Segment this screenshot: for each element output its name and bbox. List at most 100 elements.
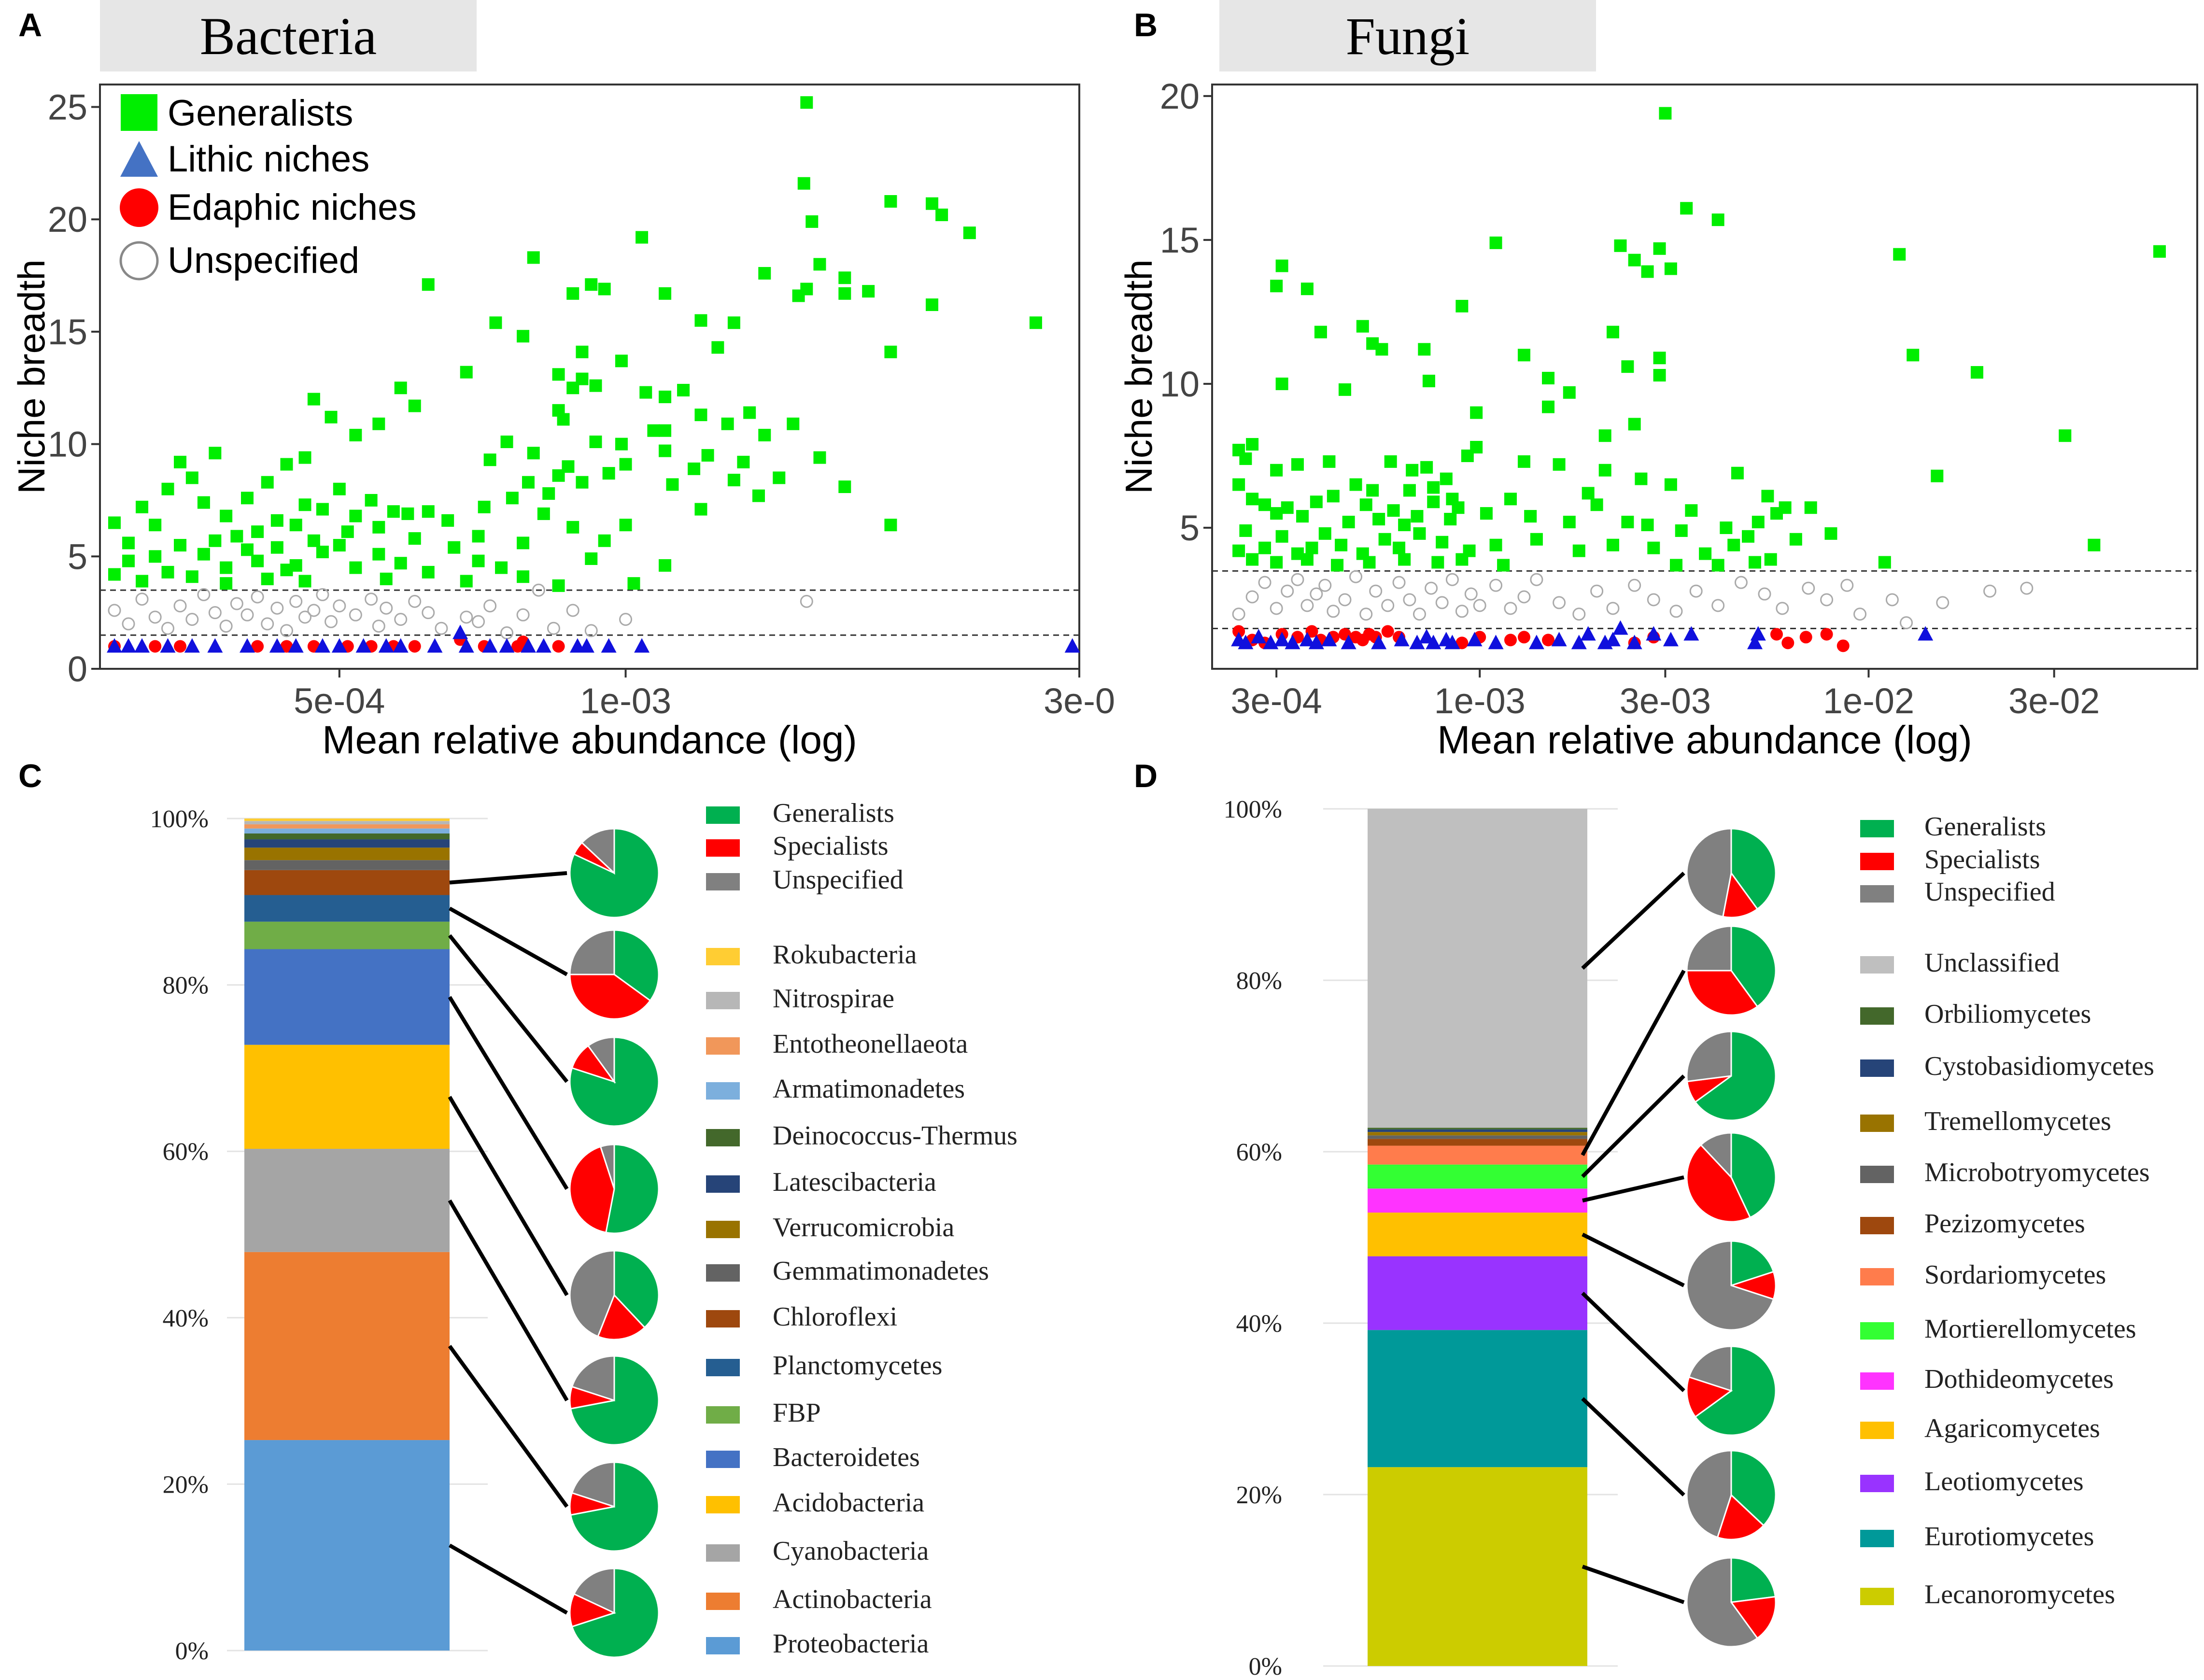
point-generalist bbox=[448, 541, 461, 554]
point-generalist bbox=[1621, 360, 1634, 373]
point-generalist bbox=[935, 208, 948, 221]
point-unspecified bbox=[280, 624, 294, 637]
point-generalist bbox=[1878, 556, 1891, 569]
point-unspecified bbox=[349, 608, 362, 621]
legend-swatch bbox=[706, 806, 740, 824]
point-unspecified bbox=[472, 615, 485, 628]
connector-line bbox=[1581, 1291, 1685, 1392]
y-tick-label: 60% bbox=[163, 1138, 209, 1166]
point-generalist bbox=[797, 177, 810, 190]
point-unspecified bbox=[1900, 616, 1913, 630]
point-unspecified bbox=[500, 626, 514, 640]
point-unspecified bbox=[108, 604, 121, 617]
point-generalist bbox=[527, 447, 540, 460]
point-generalist bbox=[349, 561, 362, 574]
bar-segment-mortierellomycetes bbox=[1368, 1164, 1587, 1189]
point-edaphic bbox=[1799, 631, 1812, 644]
point-edaphic bbox=[1770, 628, 1783, 641]
connector-line bbox=[448, 934, 569, 1083]
point-generalist bbox=[701, 449, 714, 462]
point-unspecified bbox=[325, 615, 338, 628]
point-generalist bbox=[1497, 559, 1510, 572]
y-tick-label: 0 bbox=[68, 649, 87, 689]
legend-label-generalists: Generalists bbox=[168, 93, 353, 134]
point-lithic bbox=[1571, 635, 1587, 649]
legend-label: Sordariomycetes bbox=[1924, 1260, 2106, 1290]
point-generalist bbox=[298, 451, 311, 464]
point-generalist bbox=[1270, 507, 1283, 520]
point-generalist bbox=[325, 410, 338, 424]
point-generalist bbox=[1664, 478, 1677, 491]
point-generalist bbox=[341, 525, 354, 538]
point-generalist bbox=[1411, 510, 1424, 523]
point-edaphic bbox=[174, 640, 187, 653]
panel-label-c: C bbox=[18, 758, 42, 794]
point-generalist bbox=[1258, 498, 1272, 511]
plot-frame-a bbox=[99, 84, 1080, 670]
bar-segment-gemmatimonadetes bbox=[244, 860, 450, 870]
point-generalist bbox=[161, 482, 174, 495]
point-generalist bbox=[422, 505, 435, 518]
point-generalist bbox=[108, 516, 121, 529]
point-generalist bbox=[1606, 538, 1619, 551]
bar-segment-planctomycetes bbox=[244, 895, 450, 922]
point-generalist bbox=[1504, 493, 1517, 506]
legend-swatch bbox=[1860, 1115, 1894, 1132]
point-generalist bbox=[615, 354, 628, 367]
point-generalist bbox=[136, 500, 149, 513]
bar-segment-chloroflexi bbox=[244, 870, 450, 895]
point-lithic bbox=[269, 638, 285, 653]
point-unspecified bbox=[185, 613, 199, 626]
point-generalist bbox=[261, 572, 274, 585]
point-unspecified bbox=[1820, 593, 1834, 607]
point-generalist bbox=[659, 444, 672, 457]
plot-frame-b bbox=[1211, 84, 2198, 670]
legend-label: Verrucomicrobia bbox=[773, 1213, 954, 1242]
bar-segment-eurotiomycetes bbox=[1368, 1330, 1587, 1468]
pie-slice bbox=[1686, 1450, 1732, 1539]
point-generalist bbox=[161, 565, 174, 579]
point-generalist bbox=[408, 532, 421, 545]
point-generalist bbox=[1752, 516, 1765, 529]
point-generalist bbox=[721, 417, 734, 430]
bar-segment-orbiliomycetes bbox=[1368, 1128, 1587, 1129]
point-lithic bbox=[1467, 632, 1483, 647]
legend-swatch bbox=[706, 1082, 740, 1100]
legend-label: Tremellomycetes bbox=[1924, 1106, 2111, 1136]
point-unspecified bbox=[1840, 579, 1854, 592]
point-generalist bbox=[659, 287, 672, 300]
point-generalist bbox=[537, 507, 550, 520]
point-unspecified bbox=[1885, 593, 1899, 607]
pie-slice bbox=[1686, 1240, 1775, 1331]
point-unspecified bbox=[1530, 573, 1543, 586]
point-generalist bbox=[1270, 556, 1283, 569]
point-generalist bbox=[1318, 527, 1331, 540]
point-generalist bbox=[598, 534, 611, 547]
point-lithic bbox=[520, 638, 536, 653]
point-generalist bbox=[1327, 490, 1340, 503]
point-generalist bbox=[694, 409, 707, 422]
point-generalist bbox=[149, 550, 162, 563]
point-unspecified bbox=[394, 613, 408, 626]
point-generalist bbox=[1359, 498, 1372, 511]
point-unspecified bbox=[1553, 596, 1566, 609]
bar-segment-lecanoromycetes bbox=[1368, 1467, 1587, 1666]
point-lithic bbox=[134, 638, 150, 653]
y-tick-label: 20 bbox=[1160, 76, 1200, 116]
point-unspecified bbox=[1300, 599, 1314, 612]
point-generalist bbox=[298, 498, 311, 511]
point-generalist bbox=[639, 386, 652, 399]
point-generalist bbox=[280, 564, 293, 577]
point-edaphic bbox=[552, 640, 565, 653]
pie-slice bbox=[599, 1144, 615, 1189]
point-lithic bbox=[1528, 635, 1544, 649]
point-generalist bbox=[1440, 472, 1453, 485]
bar-segment-entotheonellaeota bbox=[244, 824, 450, 829]
connector-line bbox=[449, 906, 568, 976]
legend-symbol-edaphic bbox=[120, 188, 158, 227]
point-lithic bbox=[1605, 632, 1621, 647]
y-tick-label: 15 bbox=[1160, 220, 1200, 260]
point-unspecified bbox=[516, 608, 530, 621]
point-lithic bbox=[184, 638, 200, 653]
point-generalist bbox=[1621, 516, 1634, 529]
